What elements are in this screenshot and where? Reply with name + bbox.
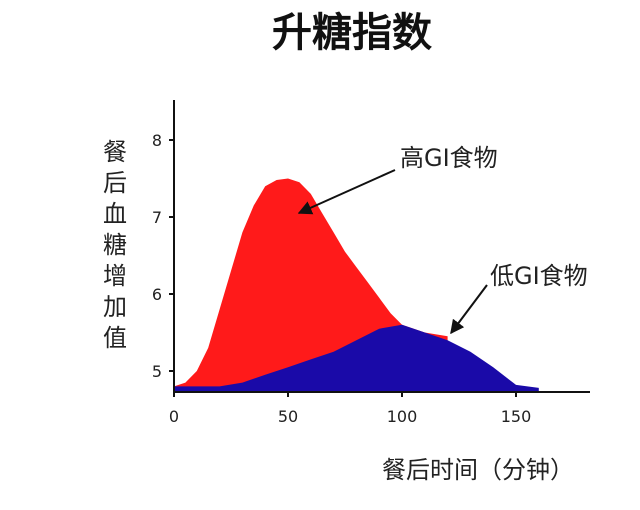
area-series-low-gi — [174, 324, 539, 392]
axis-ticks: 5 6 7 8 0 50 100 150 — [152, 131, 531, 426]
annotation-label: 高GI食物 — [400, 144, 498, 172]
x-axis-label: 餐后时间（分钟） — [382, 456, 574, 484]
y-axis-label: 餐后血糖增加值 — [103, 138, 127, 352]
x-tick-label: 0 — [169, 407, 179, 426]
x-tick-label: 100 — [387, 407, 418, 426]
annotation-arrow — [450, 284, 488, 335]
x-tick-label: 50 — [278, 407, 298, 426]
y-tick-label: 8 — [152, 131, 162, 150]
y-tick-label: 7 — [152, 208, 162, 227]
y-axis-label-text: 餐后血糖增加值 — [103, 138, 127, 352]
annotation-label: 低GI食物 — [490, 262, 588, 290]
y-tick-label: 6 — [152, 285, 162, 304]
annotation-arrow — [297, 169, 396, 215]
chart-title: 升糖指数 — [272, 10, 432, 56]
x-tick-label: 150 — [501, 407, 532, 426]
plot-areas — [174, 178, 539, 392]
y-tick-label: 5 — [152, 362, 162, 381]
